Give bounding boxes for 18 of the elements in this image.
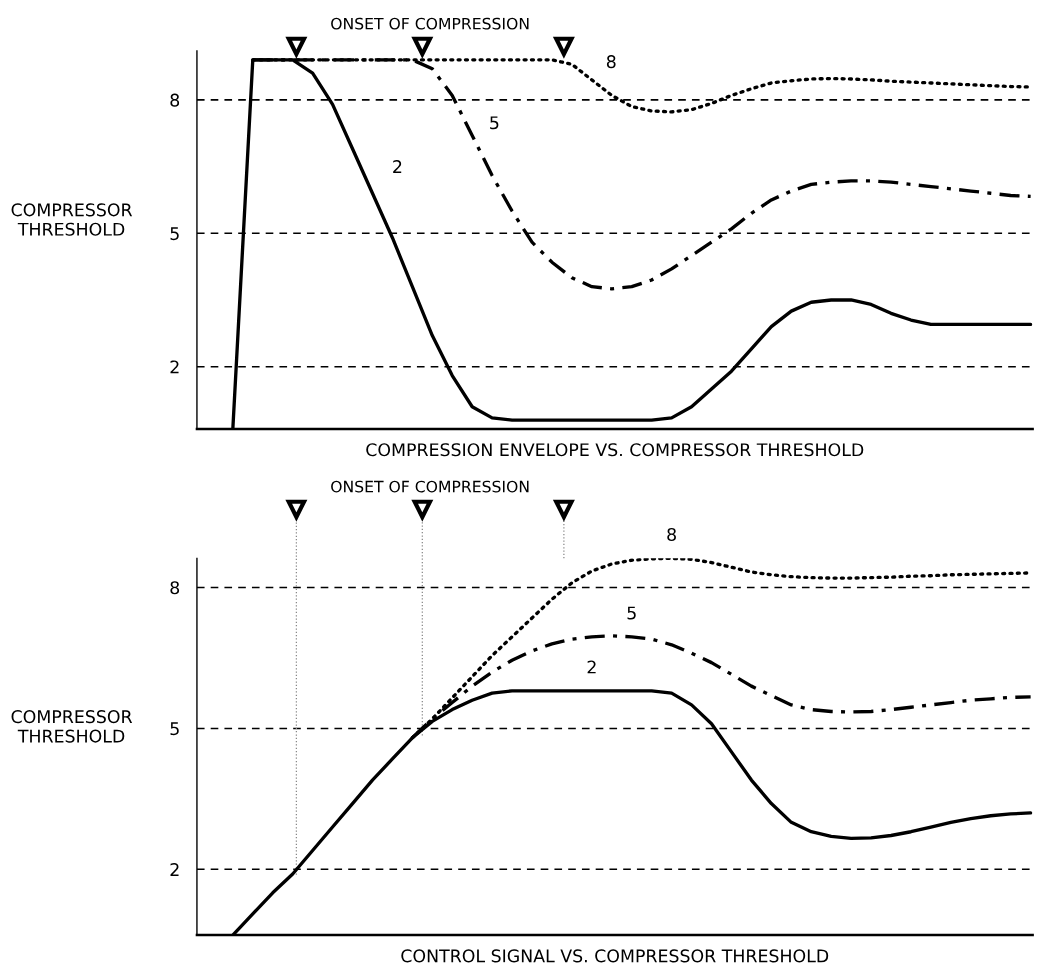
series-label: 2 xyxy=(587,660,596,674)
y-tick-label: 8 xyxy=(170,581,180,595)
x-axis-title: COMPRESSION ENVELOPE VS. COMPRESSOR THRESHOLD xyxy=(366,443,864,457)
series-label: 8 xyxy=(667,527,676,542)
y-tick-label: 5 xyxy=(170,227,179,241)
y-tick-label: 2 xyxy=(170,360,179,374)
y-axis-title: COMPRESSOR THRESHOLD xyxy=(11,710,133,743)
y-tick-label: 2 xyxy=(170,863,179,876)
y-axis-title: COMPRESSOR THRESHOLD xyxy=(11,203,133,236)
series-label: 8 xyxy=(606,55,616,69)
series-label: 2 xyxy=(393,160,402,173)
series-label: 5 xyxy=(627,606,636,620)
x-axis-title: CONTROL SIGNAL VS. COMPRESSOR THRESHOLD xyxy=(401,949,829,963)
y-tick-label: 5 xyxy=(170,722,179,736)
series-label: 5 xyxy=(490,116,499,130)
y-tick-label: 8 xyxy=(170,93,180,107)
text: ONSET OF COMPRESSION xyxy=(331,480,529,493)
text: ONSET OF COMPRESSION xyxy=(331,17,529,30)
